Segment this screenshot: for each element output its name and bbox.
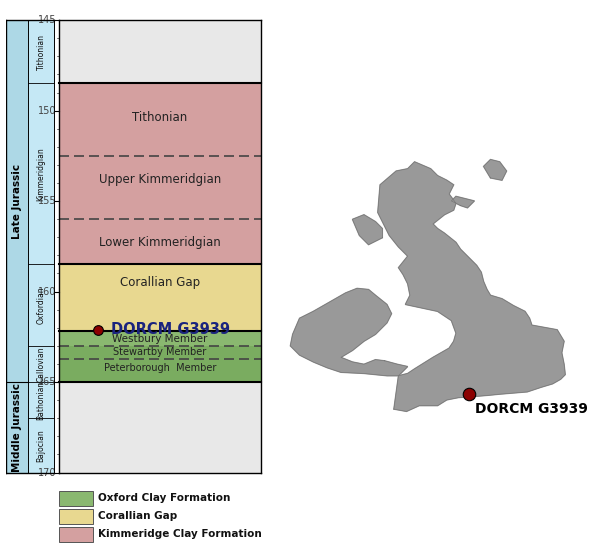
Text: Tithonian: Tithonian: [37, 34, 46, 70]
Bar: [59, 265, 261, 331]
Text: Lower Kimmeridgian: Lower Kimmeridgian: [99, 236, 221, 249]
Text: 150: 150: [38, 106, 56, 116]
Text: Kimmeridgian: Kimmeridgian: [37, 147, 46, 201]
Bar: [28, 418, 54, 473]
Polygon shape: [484, 160, 506, 180]
Text: Corallian Gap: Corallian Gap: [98, 512, 178, 522]
Text: 170: 170: [38, 468, 56, 478]
Text: 160: 160: [38, 286, 56, 296]
Bar: [59, 382, 261, 473]
Text: Bathonian: Bathonian: [37, 380, 46, 420]
Text: Stewartby Member: Stewartby Member: [113, 347, 207, 357]
Bar: [59, 83, 261, 156]
Bar: [28, 265, 54, 346]
Text: 155: 155: [38, 196, 56, 206]
Text: Peterborough  Member: Peterborough Member: [104, 363, 217, 373]
Text: Tithonian: Tithonian: [133, 111, 188, 125]
Bar: [59, 509, 93, 524]
Bar: [59, 527, 93, 542]
Text: Late Jurassic: Late Jurassic: [12, 163, 22, 239]
Text: Callovian: Callovian: [37, 346, 46, 382]
Bar: [59, 219, 261, 265]
Polygon shape: [378, 162, 565, 411]
Text: Corallian Gap: Corallian Gap: [120, 276, 200, 289]
Bar: [6, 382, 28, 473]
Bar: [6, 20, 28, 382]
Bar: [28, 83, 54, 265]
Bar: [59, 156, 261, 219]
Text: 165: 165: [38, 377, 56, 387]
Bar: [59, 359, 261, 382]
Text: Upper Kimmeridgian: Upper Kimmeridgian: [99, 173, 221, 186]
Bar: [28, 20, 54, 83]
Text: Bajocian: Bajocian: [37, 429, 46, 461]
Text: Kimmeridge Clay Formation: Kimmeridge Clay Formation: [98, 529, 262, 539]
Text: Middle Jurassic: Middle Jurassic: [12, 383, 22, 472]
Polygon shape: [451, 196, 475, 208]
Text: DORCM G3939: DORCM G3939: [475, 402, 587, 416]
Text: DORCM G3939: DORCM G3939: [112, 322, 230, 337]
Text: Westbury Member: Westbury Member: [112, 334, 208, 344]
Text: Oxfordian: Oxfordian: [37, 286, 46, 324]
Bar: [59, 346, 261, 359]
Bar: [28, 346, 54, 382]
Bar: [59, 331, 261, 346]
Bar: [28, 382, 54, 418]
Bar: [59, 490, 93, 506]
Bar: [59, 20, 261, 83]
Polygon shape: [290, 289, 407, 376]
Text: Oxford Clay Formation: Oxford Clay Formation: [98, 493, 231, 503]
Text: 145: 145: [38, 15, 56, 25]
Polygon shape: [352, 215, 382, 245]
